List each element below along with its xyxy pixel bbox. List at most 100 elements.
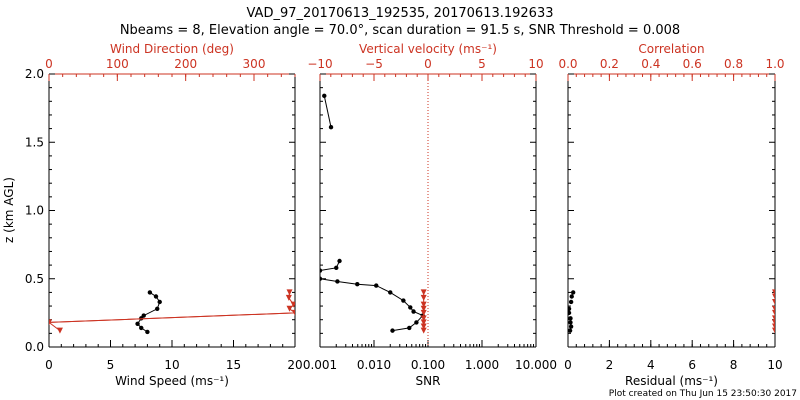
data-point	[411, 309, 416, 314]
data-point	[337, 258, 342, 264]
x-tick-label-bottom: 5	[107, 358, 115, 372]
panel-residual: 0 2 4 6 8 10 Residual (ms⁻¹) 0.0 0.2 0.4 0.6 0.8 1.0…	[558, 42, 784, 388]
data-point	[139, 325, 144, 331]
y-tick-label: 1.0	[25, 204, 44, 218]
data-point	[334, 265, 339, 271]
data-point	[568, 328, 573, 333]
y-tick-label: 1.5	[25, 135, 44, 149]
x-tick-label-bottom: 0	[564, 358, 572, 372]
data-point	[420, 327, 427, 334]
data-point	[407, 325, 412, 331]
data-point	[568, 306, 572, 311]
data-point	[772, 309, 775, 316]
data-point	[157, 299, 162, 305]
data-point	[286, 305, 293, 312]
data-point	[420, 305, 427, 312]
data-point	[290, 301, 295, 308]
x-tick-label-top: 0.6	[683, 57, 702, 71]
data-point	[390, 328, 395, 333]
x-tick-label-bottom: 8	[730, 358, 738, 372]
data-point	[568, 316, 573, 321]
data-point	[408, 305, 413, 310]
data-point	[420, 309, 427, 316]
x-axis-label-top: Correlation	[638, 42, 704, 56]
data-point	[388, 290, 393, 295]
series-line	[49, 312, 295, 323]
data-point	[420, 323, 427, 330]
data-point	[570, 290, 576, 295]
x-axis-label-top: Wind Direction (deg)	[110, 42, 234, 56]
data-point	[772, 293, 775, 300]
data-point	[285, 294, 292, 301]
plot-subtitle: Nbeams = 8, Elevation angle = 70.0°, sca…	[120, 23, 680, 38]
series-line	[323, 95, 332, 128]
plot-area	[320, 93, 427, 334]
x-tick-label-top: 5	[478, 57, 486, 71]
data-point	[420, 294, 427, 301]
plot-title: VAD_97_20170613_192535, 20170613.192633	[247, 6, 554, 21]
x-axis-label-bottom: Residual (ms⁻¹)	[625, 374, 718, 388]
x-tick-label-bottom: 1.000	[465, 358, 499, 372]
x-tick-label-top: 0	[45, 57, 53, 71]
data-point	[322, 93, 327, 99]
x-tick-label-top: 1.0	[765, 57, 784, 71]
data-point	[155, 306, 160, 311]
x-tick-label-bottom: 6	[688, 358, 696, 372]
data-point	[569, 294, 574, 299]
x-tick-label-top: 0.8	[724, 57, 743, 71]
data-point	[320, 276, 323, 281]
x-tick-label-bottom: 15	[226, 358, 241, 372]
x-axis-label-top: Vertical velocity (ms⁻¹)	[359, 42, 497, 56]
data-point	[320, 268, 323, 273]
data-point	[420, 315, 427, 322]
x-tick-label-bottom: 0.001	[303, 358, 337, 372]
x-tick-label-bottom: 0.010	[357, 358, 391, 372]
data-point	[141, 313, 146, 318]
x-tick-label-top: 0	[424, 57, 432, 71]
plot-area	[49, 289, 295, 335]
x-tick-label-bottom: 2	[606, 358, 614, 372]
x-tick-label-bottom: 10.000	[515, 358, 557, 372]
x-tick-label-top: 200	[174, 57, 197, 71]
x-axis-label-bottom: SNR	[416, 374, 441, 388]
data-point	[420, 289, 427, 296]
y-tick-label: 0.5	[25, 272, 44, 286]
x-tick-label-top: 10	[528, 57, 543, 71]
data-point	[568, 310, 572, 316]
data-point	[420, 319, 427, 326]
plot-created-note: Plot created on Thu Jun 15 23:50:30 2017	[609, 389, 797, 399]
x-tick-label-top: 0.2	[600, 57, 619, 71]
data-point	[568, 299, 574, 305]
data-point	[153, 294, 159, 299]
x-tick-label-bottom: 0	[45, 358, 53, 372]
y-tick-label: 2.0	[25, 67, 44, 81]
panel-snr: 0.001 0.010 0.100 1.000 10.000 SNR −10 −5 0 5 10 Ve…	[303, 42, 557, 388]
data-point	[286, 289, 293, 296]
data-point	[145, 329, 150, 335]
y-axis-label: z (km AGL)	[2, 177, 16, 243]
x-tick-label-bottom: 10	[164, 358, 179, 372]
data-point	[772, 298, 775, 305]
x-tick-label-top: 300	[243, 57, 266, 71]
data-point	[328, 125, 334, 130]
data-point	[414, 320, 419, 325]
x-axis-label-bottom: Wind Speed (ms⁻¹)	[115, 374, 229, 388]
x-tick-label-bottom: 10	[767, 358, 782, 372]
data-point	[772, 327, 775, 334]
data-point	[568, 324, 574, 329]
x-tick-label-top: −5	[365, 57, 383, 71]
x-tick-label-top: −10	[307, 57, 332, 71]
data-point	[401, 298, 406, 303]
x-tick-label-top: 0.0	[558, 57, 577, 71]
data-point	[56, 327, 63, 334]
plot-area	[568, 289, 775, 334]
x-tick-label-bottom: 20	[287, 358, 302, 372]
data-point	[420, 301, 427, 308]
data-point	[568, 320, 573, 325]
data-point	[374, 283, 379, 288]
x-tick-label-top: 0.4	[641, 57, 660, 71]
